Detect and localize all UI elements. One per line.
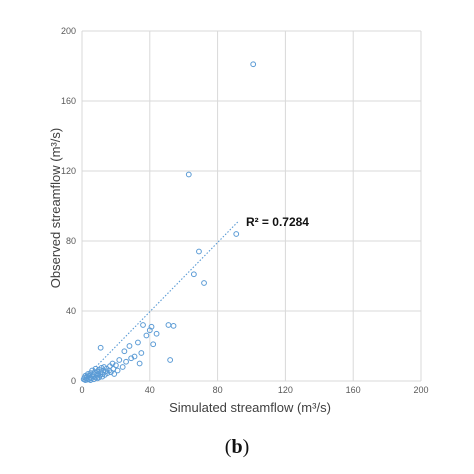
data-point	[167, 357, 174, 363]
data-points	[80, 61, 257, 384]
y-tick-label: 0	[71, 376, 76, 386]
panel-label-letter: b	[231, 436, 243, 458]
data-point	[135, 339, 141, 346]
data-point	[113, 362, 119, 369]
data-point	[165, 322, 172, 328]
data-point	[94, 368, 101, 375]
trendline	[81, 221, 239, 382]
x-tick-label: 120	[278, 385, 293, 395]
x-axis-title: Simulated streamflow (m³/s)	[169, 400, 331, 415]
data-point	[148, 323, 155, 330]
data-point	[131, 353, 138, 360]
x-tick-labels: 0 40 80 120 160 200	[79, 385, 428, 395]
panel-label-close: )	[242, 436, 250, 458]
grid	[81, 30, 422, 382]
data-point	[119, 364, 126, 370]
data-point	[196, 248, 202, 255]
y-tick-label: 40	[66, 306, 76, 316]
panel-label: (b)	[0, 436, 474, 459]
x-tick-label: 80	[213, 385, 223, 395]
x-tick-label: 160	[346, 385, 361, 395]
data-point	[185, 171, 192, 178]
scatter-chart: 0 40 80 120 160 200 0 40 80 120 160 200 R² = 0.728…	[48, 26, 429, 415]
r-squared-label: R² = 0.7284	[246, 215, 309, 229]
x-tick-label: 40	[145, 385, 155, 395]
data-point	[143, 332, 150, 339]
data-point	[97, 344, 104, 351]
data-point	[140, 322, 146, 328]
data-point	[233, 231, 240, 237]
y-tick-label: 200	[61, 26, 76, 36]
y-tick-label: 120	[61, 166, 76, 176]
x-tick-label: 200	[413, 385, 428, 395]
data-point	[153, 330, 160, 337]
data-point	[138, 350, 145, 356]
y-axis-title: Observed streamflow (m³/s)	[48, 128, 63, 288]
data-point	[150, 341, 157, 348]
y-tick-label: 80	[66, 236, 76, 246]
data-point	[126, 343, 133, 349]
y-tick-label: 160	[61, 96, 76, 106]
data-point	[136, 360, 143, 367]
panel-label-open: (	[224, 436, 232, 458]
y-tick-labels: 0 40 80 120 160 200	[61, 26, 76, 386]
data-point	[250, 61, 257, 68]
data-point	[170, 322, 177, 329]
data-point	[121, 348, 128, 355]
data-point	[201, 280, 207, 286]
trendline-group	[81, 221, 239, 382]
data-point	[190, 271, 197, 278]
data-point	[111, 371, 118, 377]
x-tick-label: 0	[79, 385, 84, 395]
data-point	[123, 358, 129, 365]
data-point	[116, 357, 123, 363]
data-point	[114, 367, 121, 374]
